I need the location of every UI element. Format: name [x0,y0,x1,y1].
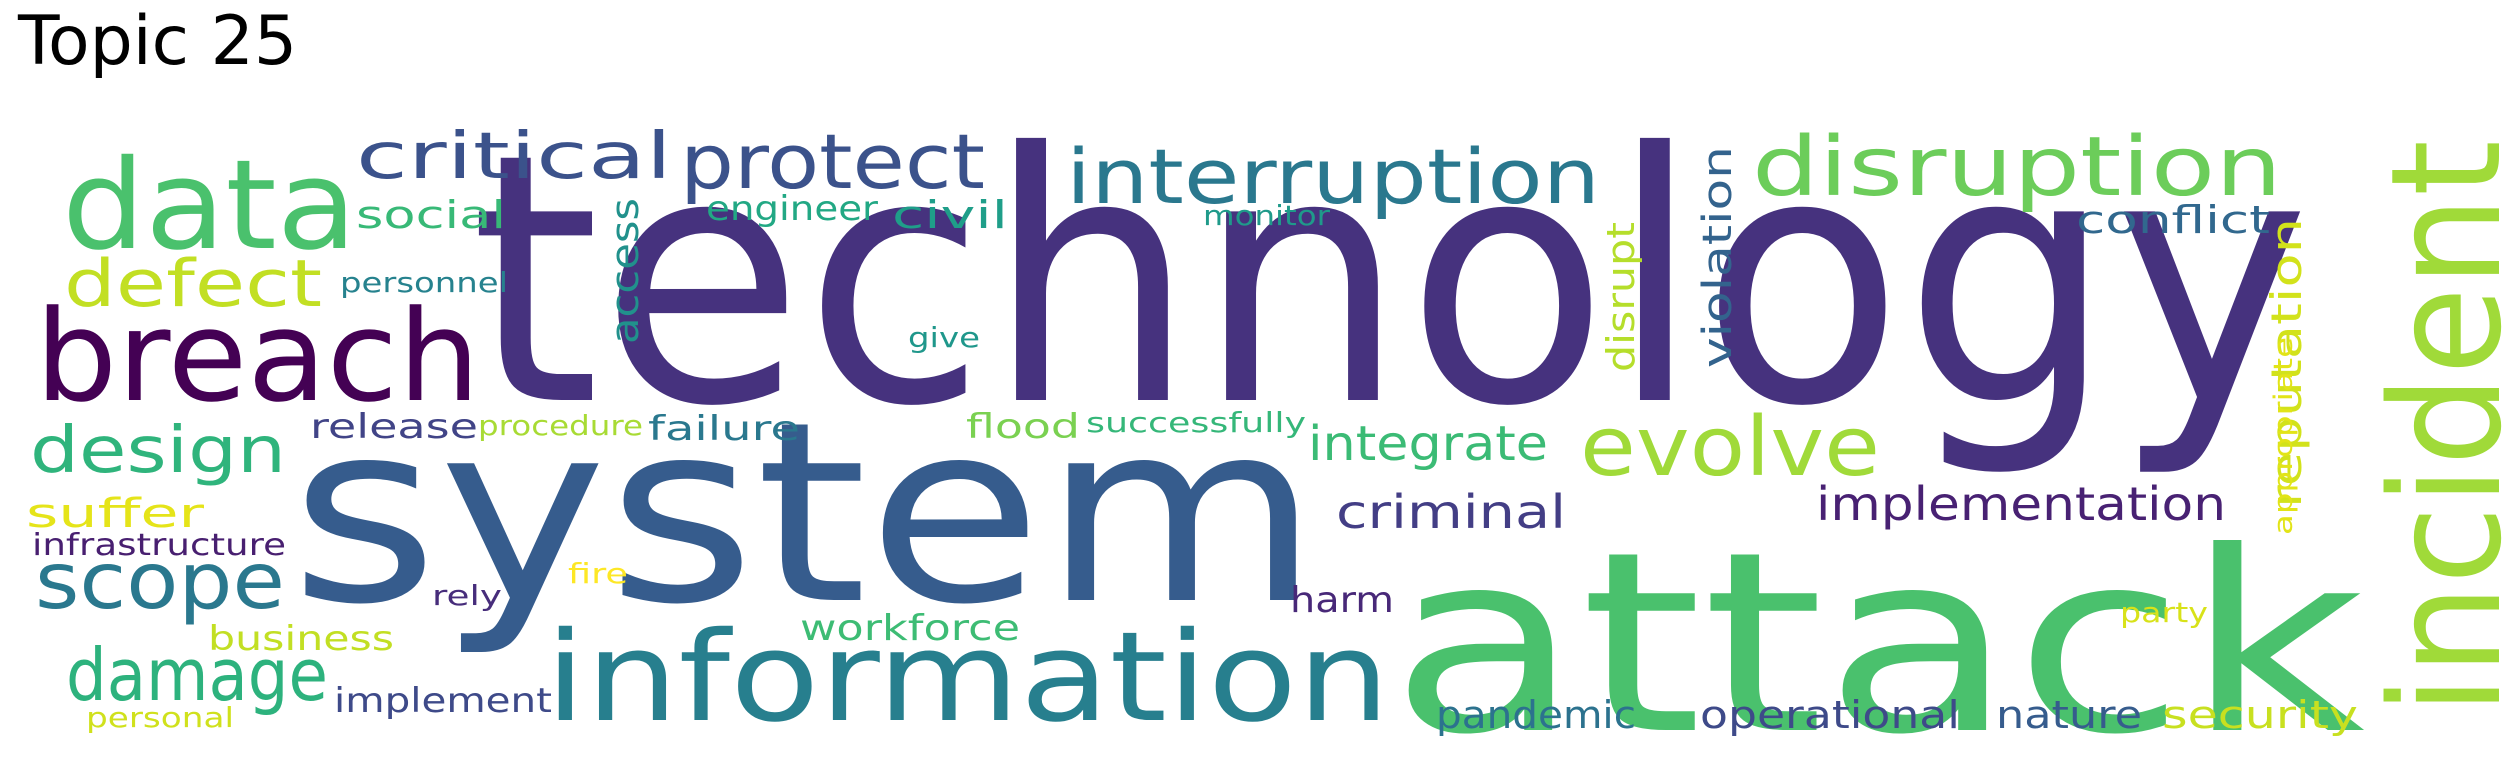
word-personnel: personnel [340,266,508,299]
word-disruption: disruption [1752,120,2282,215]
word-defect: defect [64,247,322,322]
word-party: party [2120,596,2208,629]
word-appropriate: appropriate [2269,337,2299,535]
word-suffer: suffer [26,491,205,537]
word-protect: protect [680,117,985,206]
chart-title: Topic 25 [18,2,298,81]
word-technology: technology [470,81,2310,482]
word-violation: violation [1695,146,1741,368]
word-damage: damage [66,633,328,717]
word-personal: personal [86,701,234,734]
word-fire: fire [568,557,628,590]
word-failure: failure [648,409,800,449]
word-attack: attack [1390,498,2365,764]
word-flood: flood [966,407,1080,447]
word-conflict: conflict [2076,198,2270,242]
word-business: business [208,619,394,659]
word-civil: civil [892,193,1008,237]
word-nature: nature [1996,693,2142,737]
word-harm: harm [1290,580,1394,621]
word-operational: operational [1700,693,1960,737]
word-access: access [603,198,647,344]
word-information: information [545,606,1390,750]
word-reputation: reputation [2262,218,2311,508]
word-breach: breach [35,283,480,430]
word-critical: critical [356,120,672,194]
word-infrastructure: infrastructure [32,528,286,563]
word-rely: rely [432,579,502,612]
word-pandemic: pandemic [1436,693,1636,737]
word-interruption: interruption [1066,132,1600,221]
word-release: release [310,407,478,447]
word-criminal: criminal [1336,485,1566,539]
word-design: design [30,414,286,488]
word-social: social [356,193,506,237]
word-implementation: implementation [1816,477,2226,531]
word-incident: incident [2358,140,2504,715]
word-integrate: integrate [1308,416,1548,472]
word-monitor: monitor [1203,199,1331,232]
word-security: security [2162,693,2358,737]
word-give: give [908,321,980,354]
word-scope: scope [35,537,285,627]
word-procedure: procedure [478,409,643,442]
word-successfully: successfully [1086,406,1306,439]
word-workforce: workforce [800,608,1020,649]
word-system: system [290,368,1320,659]
word-engineer: engineer [706,189,878,229]
word-disrupt: disrupt [1599,222,1643,372]
word-data: data [62,134,357,278]
word-implement: implement [334,681,552,721]
word-evolve: evolve [1580,400,1880,495]
